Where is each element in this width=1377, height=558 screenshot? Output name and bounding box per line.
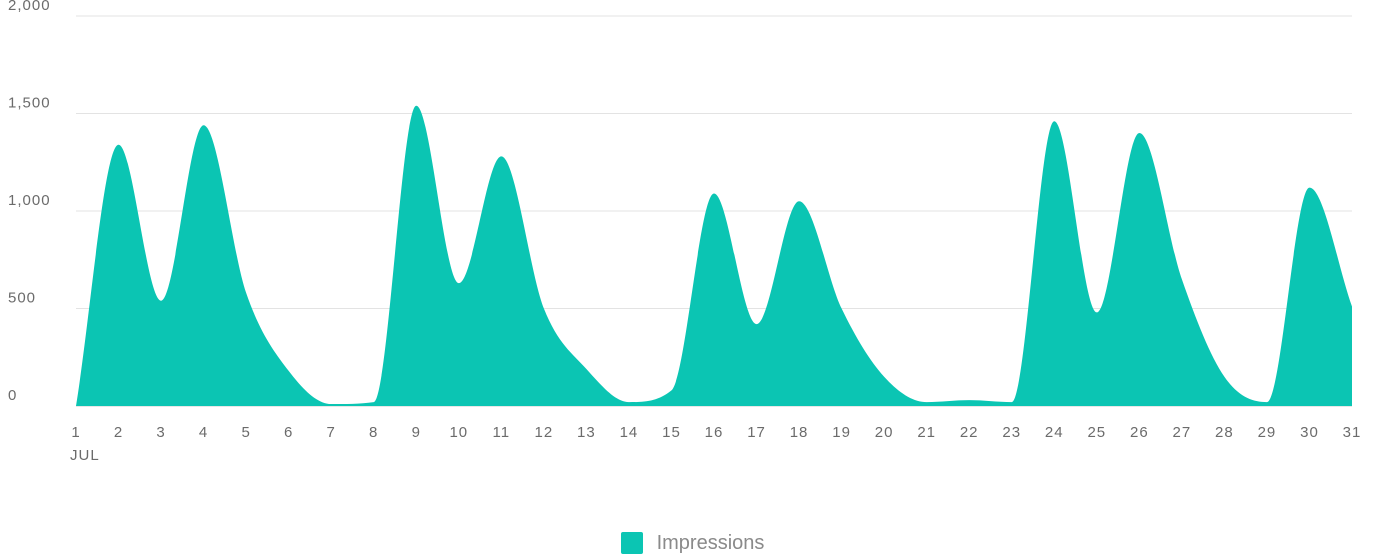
- data-point[interactable]: [710, 189, 718, 197]
- legend-item-impressions[interactable]: Impressions: [620, 531, 765, 555]
- data-point[interactable]: [455, 279, 463, 287]
- x-tick-label: 25: [1087, 424, 1106, 441]
- x-tick-label: 11: [493, 424, 511, 441]
- x-month-label: JUL: [70, 447, 100, 464]
- x-tick-label: 26: [1130, 424, 1149, 441]
- data-point[interactable]: [370, 398, 378, 406]
- x-tick-label: 29: [1258, 424, 1277, 441]
- legend: Impressions: [0, 528, 1377, 558]
- data-point[interactable]: [795, 197, 803, 205]
- x-tick-label: 7: [327, 424, 336, 441]
- x-tick-label: 13: [577, 424, 596, 441]
- data-point[interactable]: [625, 398, 633, 406]
- y-tick-label: 2,000: [8, 0, 51, 14]
- data-point[interactable]: [200, 121, 208, 129]
- area-series: [72, 102, 1356, 410]
- x-tick-label: 18: [790, 424, 809, 441]
- x-tick-label: 9: [412, 424, 421, 441]
- data-point[interactable]: [923, 398, 931, 406]
- data-point[interactable]: [1178, 275, 1186, 283]
- x-tick-label: 6: [284, 424, 293, 441]
- data-point[interactable]: [540, 305, 548, 313]
- data-point[interactable]: [1135, 129, 1143, 137]
- x-tick-label: 23: [1002, 424, 1021, 441]
- data-point[interactable]: [880, 373, 888, 381]
- x-tick-label: 30: [1300, 424, 1319, 441]
- y-tick-label: 500: [8, 290, 36, 307]
- x-tick-label: 20: [875, 424, 894, 441]
- data-point[interactable]: [1263, 398, 1271, 406]
- data-point[interactable]: [838, 305, 846, 313]
- x-tick-label: 5: [241, 424, 250, 441]
- x-tick-label: 12: [535, 424, 554, 441]
- x-axis-ticks: 1 2 3 4 5 6 7 8 9 10 11 12 13 14 15 16 17 18 19 20 21 22 23 24 2…: [70, 424, 1362, 464]
- y-tick-label: 0: [8, 387, 17, 404]
- data-point[interactable]: [497, 152, 505, 160]
- x-tick-label: 16: [705, 424, 724, 441]
- data-point[interactable]: [667, 386, 675, 394]
- data-point[interactable]: [753, 320, 761, 328]
- data-point[interactable]: [582, 365, 590, 373]
- x-tick-label: 28: [1215, 424, 1234, 441]
- legend-label: Impressions: [656, 531, 765, 554]
- data-point[interactable]: [327, 400, 335, 408]
- data-point[interactable]: [412, 102, 420, 110]
- x-tick-label: 1: [71, 424, 80, 441]
- x-tick-label: 21: [917, 424, 936, 441]
- data-point[interactable]: [157, 297, 165, 305]
- data-point[interactable]: [115, 141, 123, 149]
- x-tick-label: 24: [1045, 424, 1064, 441]
- x-tick-label: 2: [114, 424, 123, 441]
- y-tick-label: 1,500: [8, 95, 51, 112]
- data-point[interactable]: [242, 289, 250, 297]
- x-tick-label: 4: [199, 424, 208, 441]
- y-tick-label: 1,000: [8, 192, 51, 209]
- legend-swatch: [620, 532, 643, 554]
- data-point[interactable]: [1093, 308, 1101, 316]
- data-point[interactable]: [1305, 184, 1313, 192]
- x-tick-label: 15: [662, 424, 681, 441]
- x-tick-label: 8: [369, 424, 378, 441]
- data-point[interactable]: [1050, 117, 1058, 125]
- data-point[interactable]: [1008, 398, 1016, 406]
- data-point[interactable]: [1220, 373, 1228, 381]
- data-point[interactable]: [72, 402, 80, 410]
- x-tick-label: 27: [1173, 424, 1192, 441]
- x-tick-label: 22: [960, 424, 979, 441]
- impressions-area[interactable]: [76, 105, 1352, 406]
- data-point[interactable]: [965, 396, 973, 404]
- y-axis-ticks: 0 500 1,000 1,500 2,000: [8, 0, 51, 404]
- x-tick-label: 14: [620, 424, 639, 441]
- x-tick-label: 31: [1343, 424, 1362, 441]
- x-tick-label: 17: [747, 424, 766, 441]
- data-point[interactable]: [285, 367, 293, 375]
- x-tick-label: 19: [832, 424, 851, 441]
- x-tick-label: 10: [449, 424, 468, 441]
- data-point[interactable]: [1348, 303, 1356, 311]
- x-tick-label: 3: [156, 424, 165, 441]
